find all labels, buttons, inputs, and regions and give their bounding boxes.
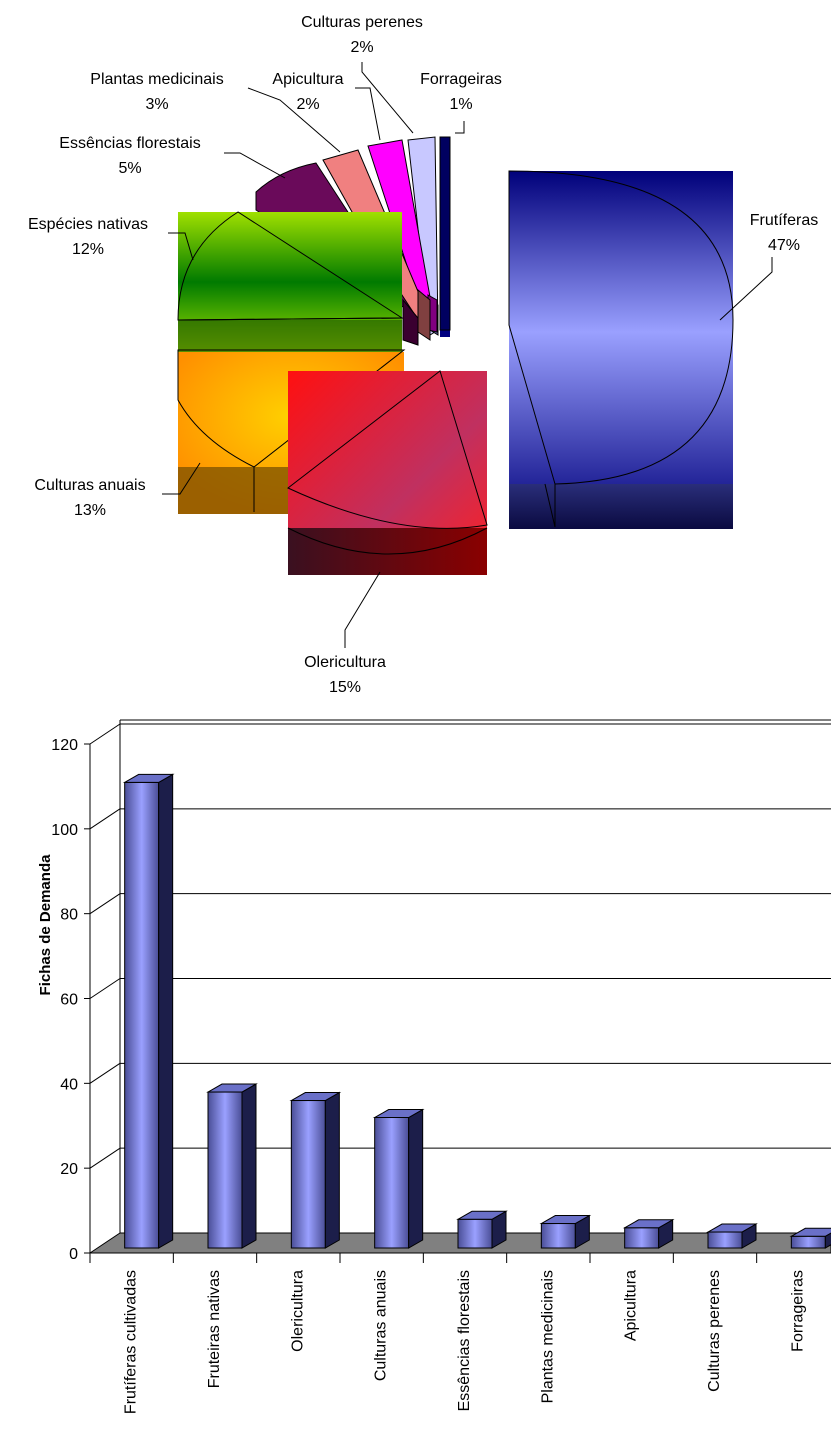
pie-percent-essencias-florestais: 5% bbox=[118, 160, 141, 177]
bar bbox=[456, 1210, 508, 1249]
bar-top bbox=[122, 773, 175, 783]
bar-side bbox=[158, 773, 174, 1249]
x-tick-label: Olericultura bbox=[289, 1270, 306, 1352]
pie-label-culturas-anuais: Culturas anuais bbox=[34, 477, 145, 494]
gridline-diagonal bbox=[89, 1147, 121, 1169]
bar bbox=[372, 1108, 425, 1249]
bar-top bbox=[706, 1223, 758, 1233]
pie-percent-especies-nativas: 12% bbox=[72, 241, 104, 258]
bar bbox=[289, 1091, 342, 1249]
bar bbox=[706, 1223, 758, 1249]
y-tick-label: 80 bbox=[60, 907, 78, 924]
bar-top bbox=[789, 1227, 831, 1237]
bar-front bbox=[624, 1227, 660, 1249]
bar-top bbox=[456, 1210, 508, 1220]
pie-percent-apicultura: 2% bbox=[296, 96, 319, 113]
bar bbox=[789, 1227, 831, 1249]
bar-front bbox=[290, 1100, 326, 1249]
pie-label-culturas-perenes: Culturas perenes bbox=[301, 14, 423, 31]
pie-percent-olericultura: 15% bbox=[329, 679, 361, 696]
pie-label-plantas-medicinais: Plantas medicinais bbox=[90, 71, 223, 88]
pie-labels: Culturas perenes 2% Forrageiras 1% Apicu… bbox=[28, 14, 818, 696]
y-tick-label: 0 bbox=[69, 1246, 78, 1263]
bar-top bbox=[622, 1219, 675, 1229]
pie-label-apicultura: Apicultura bbox=[272, 71, 343, 88]
pie-leader-lines bbox=[162, 62, 773, 648]
bar-side bbox=[324, 1091, 340, 1249]
bar bbox=[206, 1083, 258, 1249]
bar-top bbox=[372, 1109, 425, 1119]
pie-slice-forrageiras bbox=[439, 136, 451, 337]
x-tick-label: Essências florestais bbox=[456, 1270, 473, 1411]
pie-label-especies-nativas: Espécies nativas bbox=[28, 216, 148, 233]
bar bbox=[122, 773, 175, 1249]
bar-side bbox=[824, 1232, 831, 1249]
y-tick-label: 60 bbox=[60, 992, 78, 1009]
x-tick-label: Fruteiras nativas bbox=[206, 1270, 223, 1388]
bar-front bbox=[374, 1117, 410, 1249]
bar-front bbox=[707, 1231, 743, 1249]
pie-label-frutiferas: Frutíferas bbox=[750, 212, 818, 229]
bar-front bbox=[540, 1223, 576, 1249]
y-tick-label: 120 bbox=[51, 737, 78, 754]
bar-top bbox=[289, 1092, 342, 1102]
pie-slice-frutiferas bbox=[508, 170, 734, 529]
bar-side bbox=[241, 1083, 257, 1249]
gridline-diagonal bbox=[89, 808, 121, 830]
bar-top bbox=[539, 1215, 592, 1225]
pie-label-olericultura: Olericultura bbox=[304, 654, 386, 671]
y-axis-title: Fichas de Demanda bbox=[37, 854, 54, 996]
bar-front bbox=[124, 781, 160, 1249]
bar-front bbox=[790, 1235, 826, 1249]
bar-front bbox=[457, 1218, 493, 1249]
bar bbox=[539, 1214, 592, 1249]
pie-slice-olericultura bbox=[287, 370, 488, 575]
pie-percent-plantas-medicinais: 3% bbox=[145, 96, 168, 113]
pie-chart: Culturas perenes 2% Forrageiras 1% Apicu… bbox=[28, 14, 818, 696]
x-tick-label: Apicultura bbox=[623, 1270, 640, 1341]
gridlines bbox=[89, 723, 831, 1169]
bar bbox=[622, 1218, 675, 1249]
gridline-diagonal bbox=[89, 893, 121, 915]
y-tick-label: 100 bbox=[51, 822, 78, 839]
x-tick-label: Forrageiras bbox=[789, 1270, 806, 1352]
pie-percent-frutiferas: 47% bbox=[768, 237, 800, 254]
y-ticks: 0 20 40 60 80 100 120 bbox=[51, 737, 90, 1263]
gridline-diagonal bbox=[89, 723, 121, 745]
y-tick-label: 40 bbox=[60, 1076, 78, 1093]
x-tick-label: Culturas perenes bbox=[706, 1270, 723, 1392]
x-tick-label: Frutíferas cultivadas bbox=[123, 1270, 140, 1414]
gridline-diagonal bbox=[89, 978, 121, 999]
pie-label-forrageiras: Forrageiras bbox=[420, 71, 502, 88]
bar-side bbox=[408, 1108, 424, 1249]
x-ticks: Frutíferas cultivadas Fruteiras nativas Ol… bbox=[89, 1253, 806, 1414]
pie-slice-especies-nativas bbox=[177, 211, 404, 352]
pie-percent-forrageiras: 1% bbox=[449, 96, 472, 113]
bars bbox=[122, 773, 831, 1249]
x-tick-label: Culturas anuais bbox=[373, 1270, 390, 1381]
pie-percent-culturas-anuais: 13% bbox=[74, 502, 106, 519]
gridline-diagonal bbox=[89, 1062, 121, 1084]
x-tick-label: Plantas medicinais bbox=[539, 1270, 556, 1403]
bar-front bbox=[207, 1091, 243, 1249]
y-tick-label: 20 bbox=[60, 1161, 78, 1178]
pie-percent-culturas-perenes: 2% bbox=[350, 39, 373, 56]
bar-top bbox=[206, 1083, 258, 1093]
pie-label-essencias-florestais: Essências florestais bbox=[59, 135, 200, 152]
